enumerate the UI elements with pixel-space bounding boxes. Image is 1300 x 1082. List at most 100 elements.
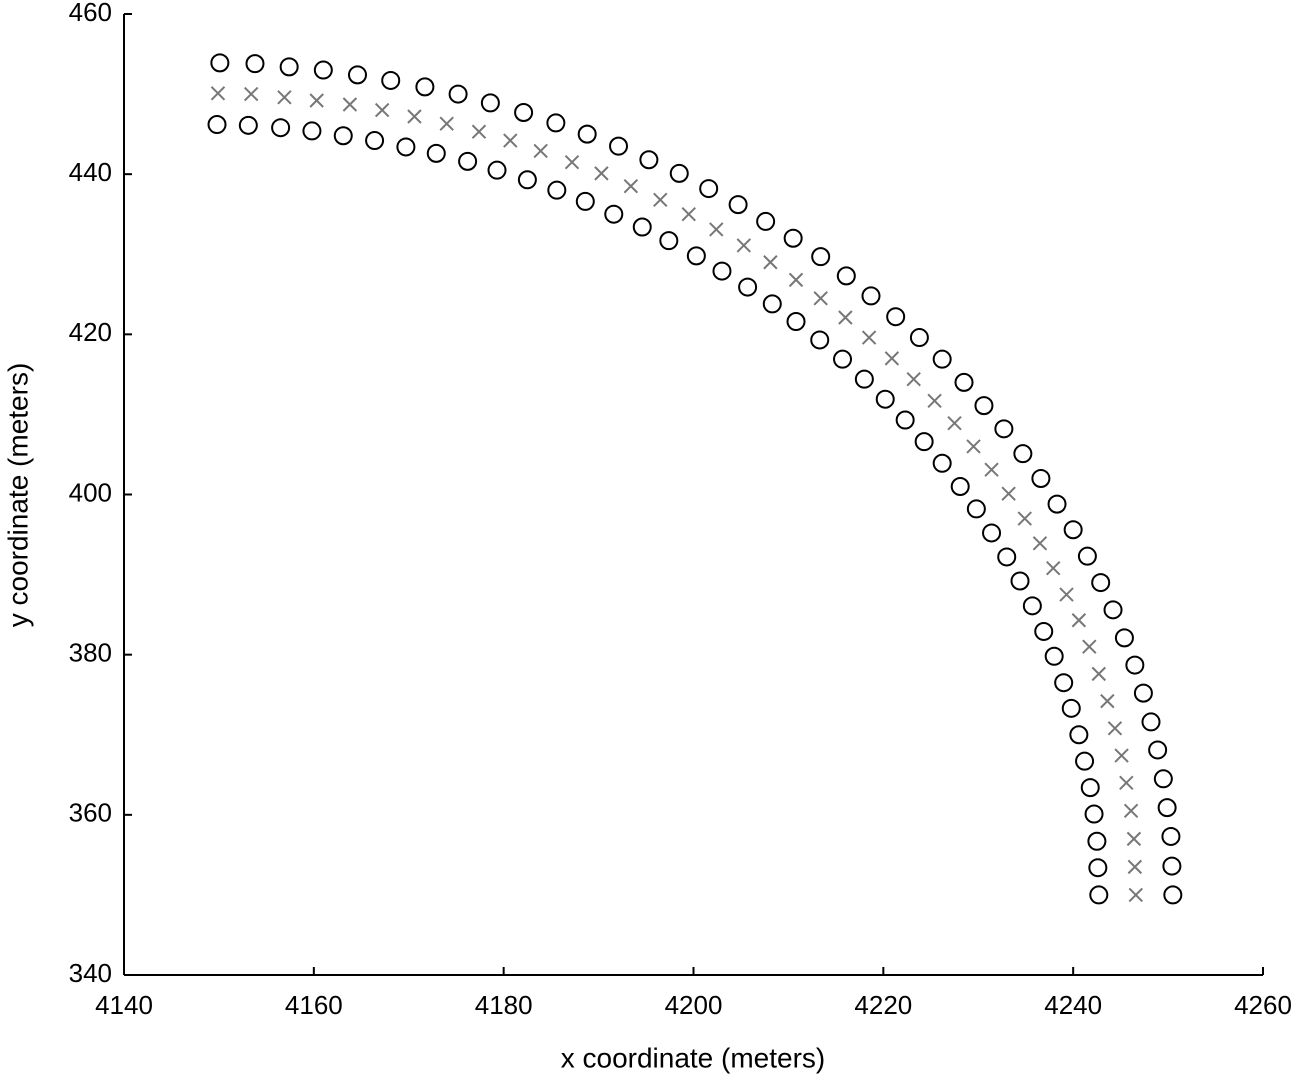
circle-point xyxy=(1103,600,1123,620)
cross-point xyxy=(763,255,778,270)
circle-point xyxy=(210,53,230,73)
circle-point xyxy=(833,349,853,369)
y-tick-label: 400 xyxy=(69,477,112,507)
circle-point xyxy=(1044,646,1064,666)
cross-point xyxy=(374,102,390,118)
circle-point xyxy=(811,247,831,267)
circle-point xyxy=(1161,826,1181,846)
y-tick-label: 440 xyxy=(69,157,112,187)
circle-point xyxy=(669,163,689,183)
circle-point xyxy=(302,121,322,141)
y-tick-label: 420 xyxy=(69,317,112,347)
circle-point xyxy=(1087,831,1107,851)
circle-point xyxy=(1162,856,1182,876)
cross-point xyxy=(1059,587,1074,602)
circle-point xyxy=(895,410,915,430)
cross-point xyxy=(243,86,259,102)
y-tick-label: 380 xyxy=(69,638,112,668)
circle-point xyxy=(575,191,595,211)
circle-point xyxy=(1125,655,1145,675)
circle-point xyxy=(914,432,934,452)
cross-point xyxy=(653,192,668,208)
cross-point xyxy=(1128,887,1144,903)
circle-point xyxy=(854,369,874,389)
cross-point xyxy=(407,109,422,124)
cross-point xyxy=(1046,560,1061,576)
circle-point xyxy=(517,170,537,190)
circle-point xyxy=(1077,546,1097,566)
circle-point xyxy=(279,57,299,77)
circle-point xyxy=(604,204,624,224)
y-tick-label: 460 xyxy=(69,0,112,27)
circle-point xyxy=(1133,683,1153,703)
cross-point xyxy=(1119,775,1134,791)
circle-point xyxy=(756,211,776,231)
cross-point xyxy=(1100,693,1115,709)
circle-point xyxy=(514,103,534,123)
circle-point xyxy=(313,60,333,80)
cross-point xyxy=(947,416,962,431)
circle-point xyxy=(686,246,706,266)
cross-point xyxy=(594,166,609,181)
cross-point xyxy=(1001,486,1016,501)
circle-point xyxy=(1089,885,1109,905)
circle-point xyxy=(861,286,881,306)
y-tick-label: 360 xyxy=(69,798,112,828)
circle-point xyxy=(333,126,353,146)
circle-point xyxy=(1141,712,1161,732)
circle-point xyxy=(347,65,367,85)
cross-point xyxy=(503,133,518,148)
circle-point xyxy=(609,136,629,156)
circle-point xyxy=(1157,798,1177,818)
cross-point xyxy=(709,222,724,237)
x-tick-label: 4240 xyxy=(1044,990,1102,1020)
circle-point xyxy=(396,137,416,157)
circle-point xyxy=(1091,573,1111,593)
circle-point xyxy=(1075,751,1095,771)
cross-point xyxy=(1123,803,1139,819)
circle-point xyxy=(577,124,597,144)
circle-point xyxy=(1063,520,1083,540)
circle-point xyxy=(271,118,291,138)
x-tick-label: 4200 xyxy=(665,990,723,1020)
cross-point xyxy=(906,371,921,387)
x-tick-label: 4260 xyxy=(1234,990,1292,1020)
circle-point xyxy=(1069,725,1089,745)
circle-point xyxy=(1148,740,1168,760)
cross-point xyxy=(1017,511,1032,526)
circle-point xyxy=(762,294,782,314)
x-tick-label: 4140 xyxy=(95,990,153,1020)
circle-point xyxy=(1010,571,1030,591)
circle-point xyxy=(909,328,929,348)
cross-point xyxy=(471,124,487,139)
y-axis-title: y coordinate (meters) xyxy=(2,363,33,628)
circle-point xyxy=(932,349,952,369)
circle-point xyxy=(207,115,227,135)
circle-point xyxy=(458,151,478,171)
cross-point xyxy=(966,439,981,454)
cross-point xyxy=(984,462,999,477)
cross-point xyxy=(736,238,752,253)
circle-point xyxy=(1047,494,1067,514)
circle-point xyxy=(381,70,401,90)
circle-point xyxy=(728,195,748,215)
cross-point xyxy=(884,351,900,366)
circle-point xyxy=(997,547,1017,567)
cross-point xyxy=(861,330,877,345)
circle-point xyxy=(659,231,679,251)
cross-point xyxy=(533,143,548,159)
circle-point xyxy=(1034,621,1054,641)
circle-point xyxy=(1153,769,1173,789)
circle-point xyxy=(480,93,500,113)
circle-point xyxy=(487,160,507,180)
cross-point xyxy=(1091,666,1106,682)
circle-point xyxy=(932,453,952,473)
cross-point xyxy=(1082,639,1097,654)
cross-point xyxy=(210,86,226,101)
circle-point xyxy=(1054,673,1074,693)
circle-point xyxy=(994,419,1014,439)
cross-point xyxy=(439,116,454,131)
circle-point xyxy=(1114,628,1134,648)
